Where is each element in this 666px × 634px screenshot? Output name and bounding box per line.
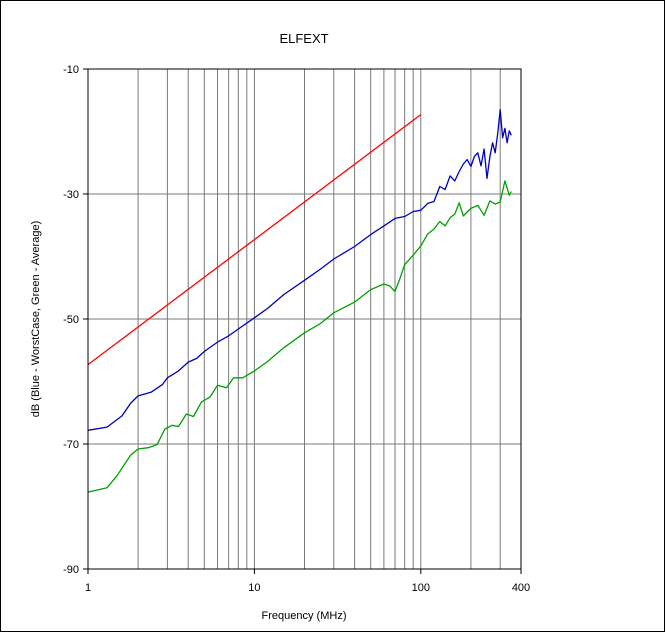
x-axis-label: Frequency (MHz) xyxy=(262,610,347,622)
series-line-3 xyxy=(87,180,512,493)
series-line-1 xyxy=(87,114,422,366)
y-tick-label: -10 xyxy=(63,64,79,76)
x-tick-label: 100 xyxy=(412,582,430,594)
grid xyxy=(88,69,521,569)
plot-series xyxy=(87,108,512,493)
y-axis-label: dB (Blue - WorstCase, Green - Average) xyxy=(30,221,42,417)
x-tick-label: 1 xyxy=(85,582,91,594)
chart-title: ELFEXT xyxy=(279,31,328,46)
series-line-2 xyxy=(87,108,512,431)
y-tick-label: -70 xyxy=(63,439,79,451)
y-tick-label: -90 xyxy=(63,564,79,576)
x-tick-label: 400 xyxy=(512,582,530,594)
tick-labels: 1 10 100 400 -90 -70 -50 -30 -10 xyxy=(63,64,530,594)
x-tick-label: 10 xyxy=(248,582,260,594)
y-tick-label: -30 xyxy=(63,189,79,201)
y-tick-label: -50 xyxy=(63,314,79,326)
